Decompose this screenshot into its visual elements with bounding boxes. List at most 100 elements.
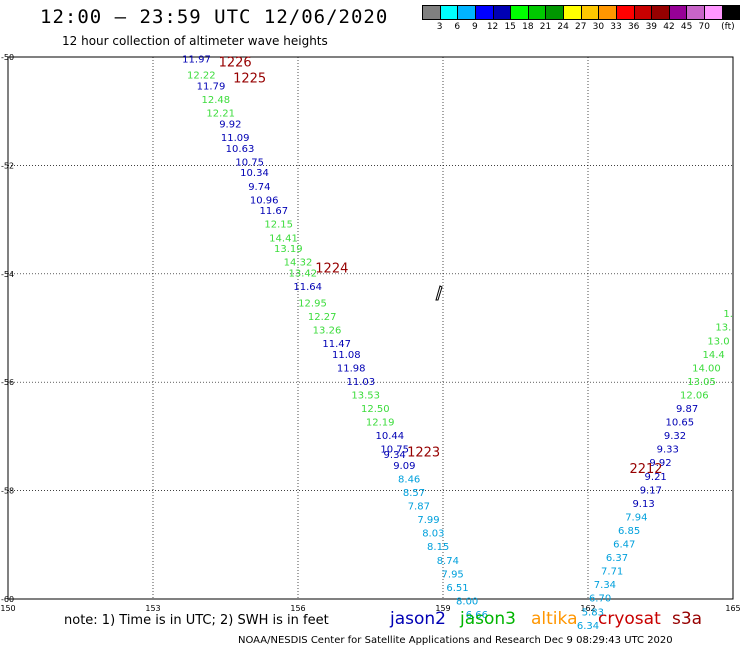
wave-height-value: 9.92 [219,119,241,130]
wave-height-value: 12.19 [366,418,395,429]
color-swatch [616,6,635,19]
wave-height-value: 11.03 [347,377,376,388]
wave-height-value: 13.26 [313,325,342,336]
color-scale-label: 36 [627,22,640,32]
wave-height-value: 5.83 [582,607,604,618]
wave-height-value: 8.03 [422,529,444,540]
legend-item-jason2: jason2 [390,609,446,629]
lat-tick-label: -60 [1,595,14,604]
color-swatch [599,6,617,19]
wave-height-value: 7.99 [417,515,439,526]
color-scale-bar [422,5,740,20]
wave-height-value: 6.85 [618,526,640,537]
wave-height-value: 11.47 [322,339,351,350]
wave-height-value: 10.63 [226,144,255,155]
wave-height-value: 12.22 [187,71,216,82]
wave-height-value: 8.46 [398,474,420,485]
wave-height-value: 13.19 [274,244,303,255]
color-swatch [581,6,600,19]
wave-height-value: 13.0 [707,336,729,347]
wave-height-value: 12.21 [206,109,235,120]
page-title: 12:00 – 23:59 UTC 12/06/2020 [40,6,389,28]
wave-height-value: 9.92 [649,458,671,469]
color-swatch [458,6,476,19]
color-scale-label: 18 [522,22,534,32]
wave-height-value: 8.00 [456,596,478,607]
wave-height-value: 6.51 [446,583,468,594]
color-swatch [493,6,512,19]
map-frame [7,56,734,600]
wave-height-value: 1. [723,309,733,320]
wave-height-value: 10.75 [235,157,264,168]
color-scale-label: 9 [472,22,478,32]
wave-height-value: 10.75 [380,445,409,456]
wave-height-value: 11.67 [260,206,289,217]
wave-height-value: 7.87 [408,502,430,513]
color-swatch [705,6,723,19]
wave-height-value: 8.15 [427,542,449,553]
color-swatch [546,6,564,19]
wave-height-value: 9.34 [384,450,406,461]
color-swatch [511,6,529,19]
lon-tick-label: 165 [725,604,740,613]
wave-height-value: 13. [715,323,731,334]
footer-note: note: 1) Time is in UTC; 2) SWH is in fe… [64,613,329,628]
lon-tick-label: 150 [0,604,15,613]
color-scale-label: 6 [454,22,461,32]
wave-height-value: 11.98 [337,363,366,374]
lon-tick-label: 159 [435,604,450,613]
color-swatch [652,6,670,19]
wave-height-value: 12.48 [202,95,231,106]
wave-height-value: 14.41 [269,233,298,244]
island-outline [435,285,443,301]
wave-height-value: 7.71 [601,567,623,578]
lon-tick-label: 153 [145,604,160,613]
pass-label: 1226 [219,55,252,70]
legend-item-altika: altika [531,609,578,629]
wave-height-value: 6.70 [589,594,611,605]
wave-height-value: 9.74 [248,182,270,193]
wave-height-value: 11.64 [293,282,322,293]
credit-line: NOAA/NESDIS Center for Satellite Applica… [238,635,673,646]
color-swatch [722,6,740,19]
color-swatch [687,6,705,19]
wave-height-value: 11.09 [221,133,250,144]
wave-height-value: 12.50 [361,404,390,415]
wave-height-value: 10.65 [666,418,695,429]
color-scale-label: (ft) [721,22,735,32]
color-swatch [528,6,547,19]
lat-tick-label: -54 [1,270,14,279]
wave-height-value: 10.34 [240,168,269,179]
wave-height-value: 9.21 [645,472,667,483]
wave-height-value: 7.95 [442,569,464,580]
wave-height-value: 7.34 [594,580,616,591]
lat-tick-label: -56 [1,378,14,387]
color-swatch [475,6,494,19]
wave-height-value: 13.42 [289,269,318,280]
wave-height-value: 14.4 [703,350,725,361]
wave-height-value: 6.37 [606,553,628,564]
wave-height-value: 9.87 [676,404,698,415]
page-subtitle: 12 hour collection of altimeter wave hei… [62,34,328,48]
color-scale-label: 27 [575,22,587,32]
wave-height-value: 9.17 [640,485,662,496]
wave-height-value: 13.05 [687,377,716,388]
wave-height-value: 9.32 [664,431,686,442]
color-scale-label: 30 [592,22,605,32]
wave-height-value: 6.47 [613,540,635,551]
pass-label: 1224 [315,261,348,276]
pass-label: 2212 [629,462,662,477]
color-scale-label: 33 [610,22,622,32]
lat-tick-label: -52 [1,161,14,170]
color-swatch [669,6,688,19]
wave-height-value: 9.09 [393,461,415,472]
wave-height-value: 12.27 [308,312,337,323]
wave-height-value: 10.44 [376,431,405,442]
color-scale-label: 3 [436,22,443,32]
color-swatch [564,6,582,19]
color-scale-label: 42 [663,22,675,32]
wave-height-value: 14.32 [284,258,313,269]
color-scale-label: 39 [645,22,658,32]
wave-height-value: 7.94 [625,512,647,523]
